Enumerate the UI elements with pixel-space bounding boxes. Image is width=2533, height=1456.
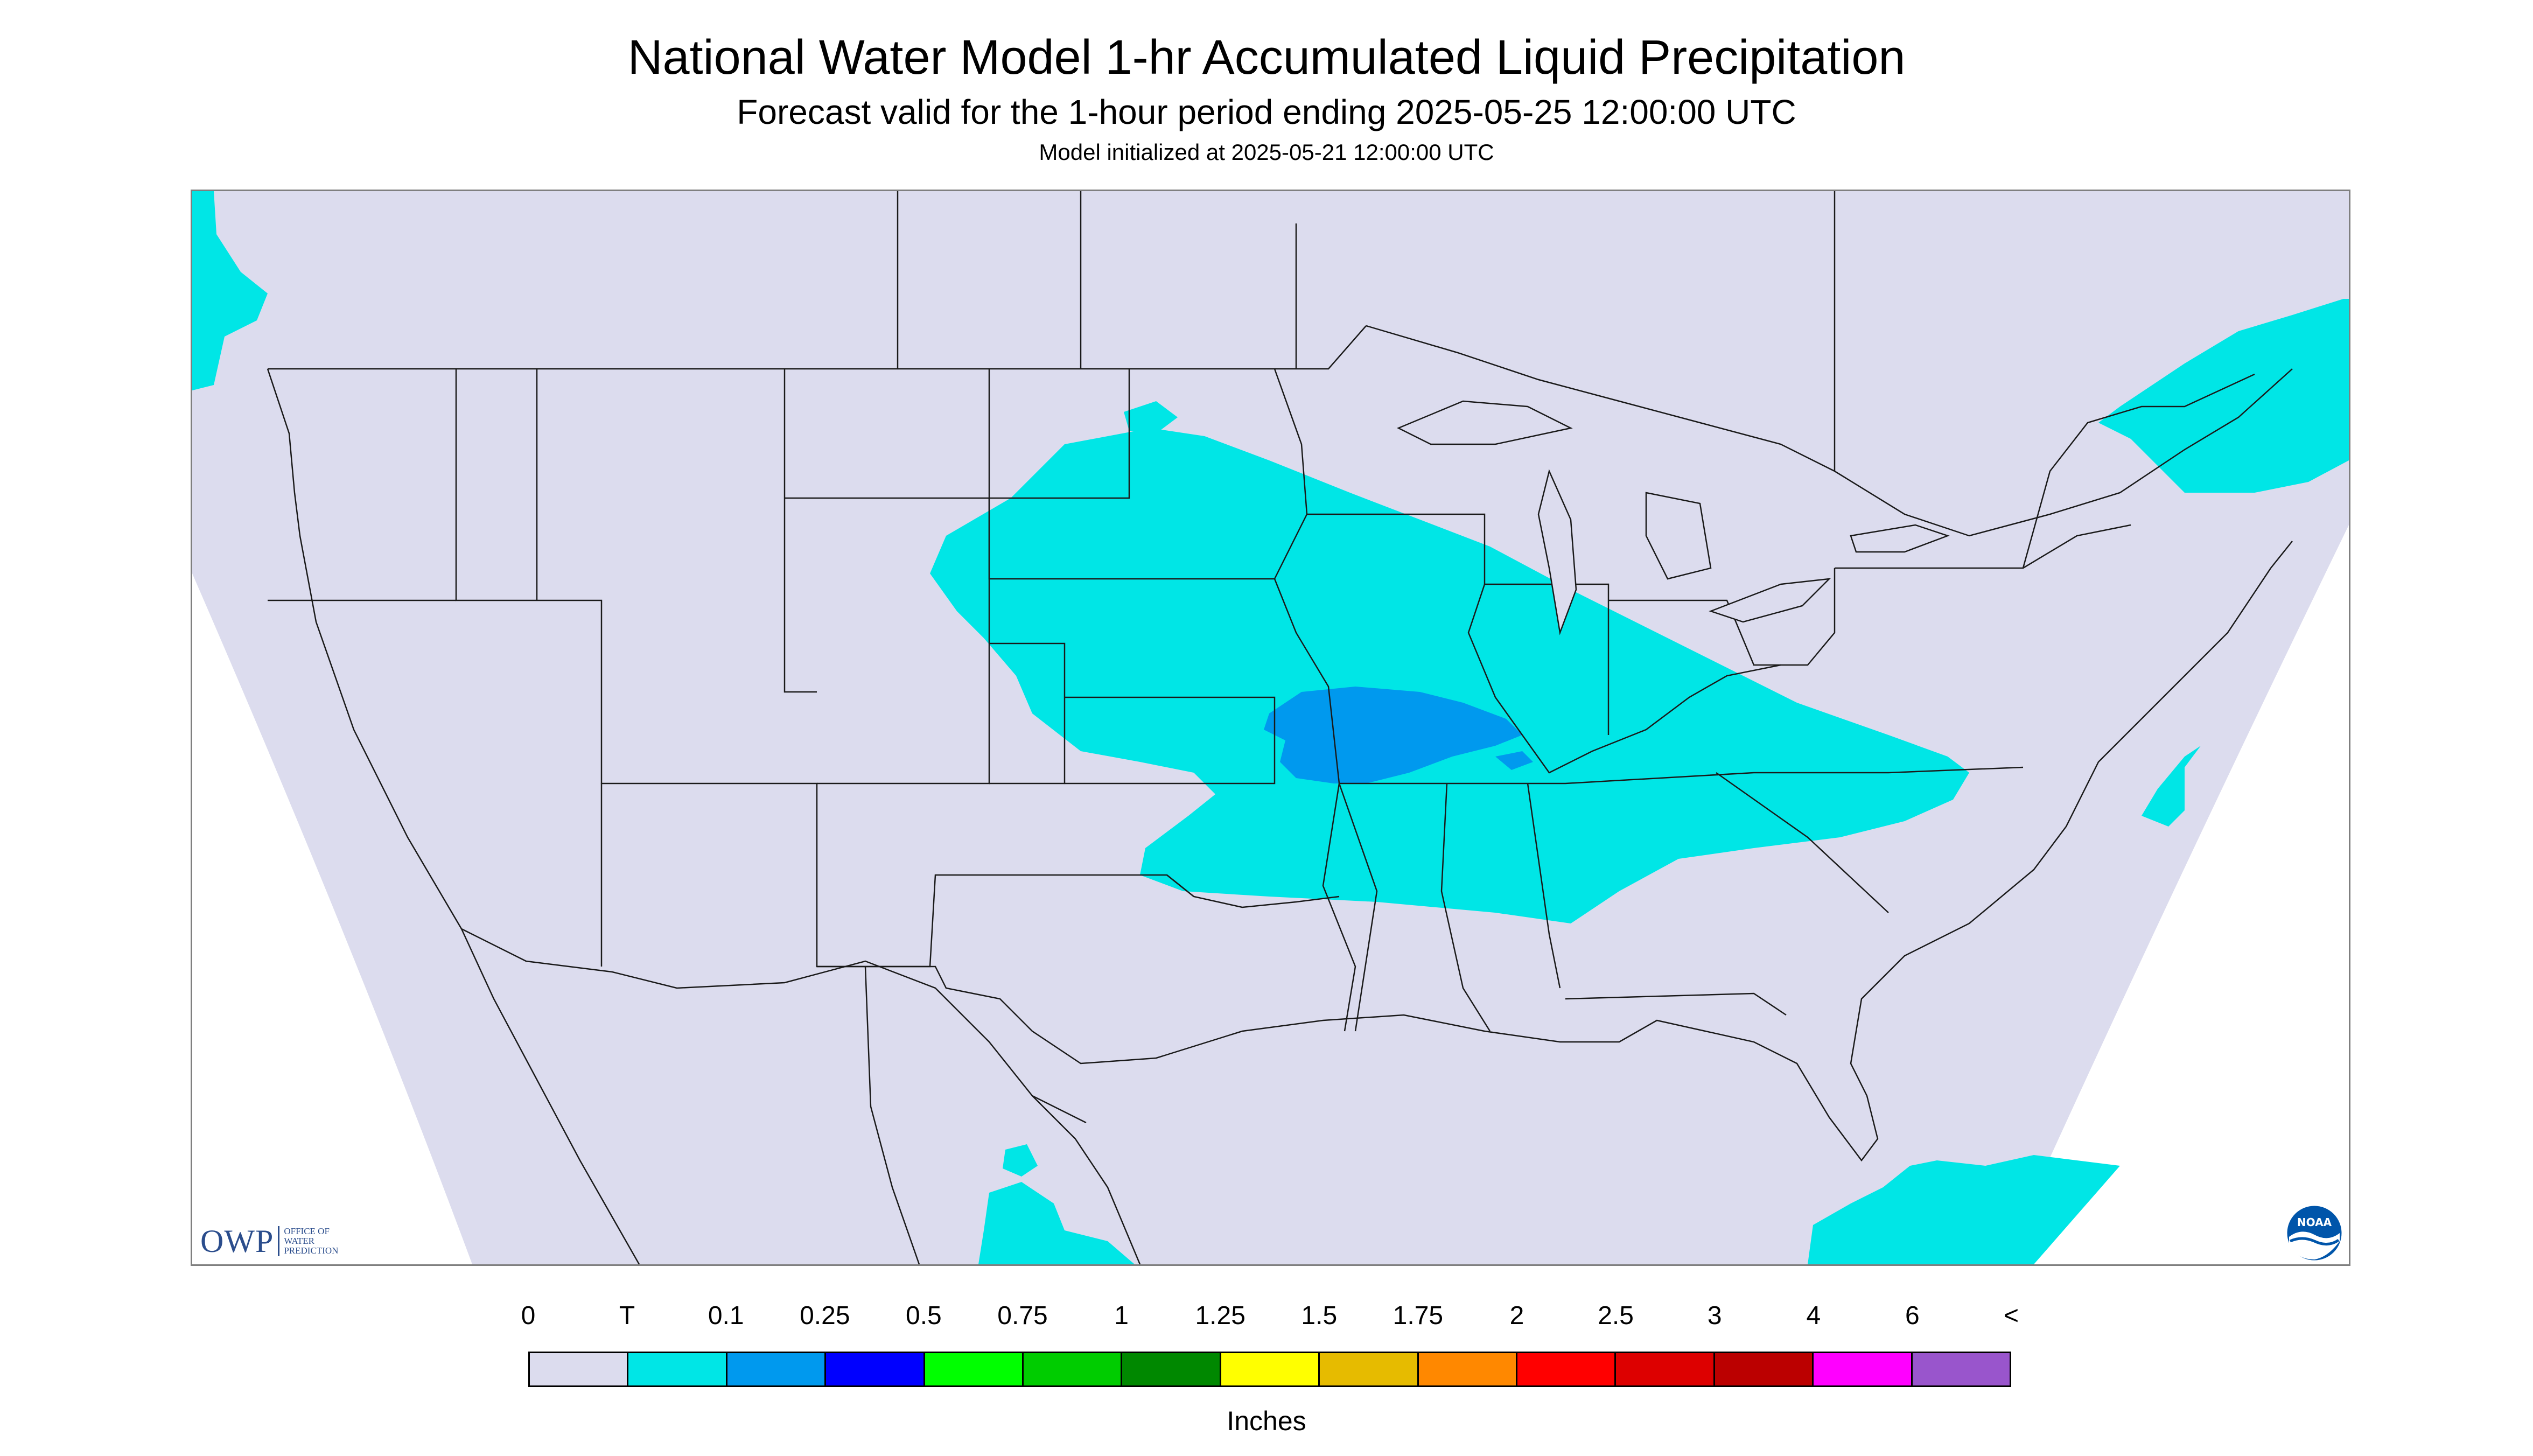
legend-labels: 0 T 0.1 0.25 0.5 0.75 1 1.25 1.5 1.75 2 2.5 3 4 6 < [0, 1303, 2533, 1335]
indiana-border [1485, 583, 1610, 735]
state-boundaries [267, 191, 2293, 1264]
owp-logo-line-1: OFFICE OF [284, 1226, 330, 1236]
precip-area-central-us [930, 428, 1969, 923]
us-canada-border [268, 325, 1367, 370]
dakotas-border [988, 369, 1130, 499]
legend-label: 0.75 [997, 1301, 1048, 1330]
lake-erie [1709, 578, 1831, 623]
great-lakes [1396, 400, 1950, 635]
legend-label: 1.25 [1195, 1301, 1245, 1330]
texas-arkansas-border [1166, 874, 1340, 908]
lake-superior [1396, 400, 1573, 445]
lake-michigan [1537, 469, 1577, 635]
precip-trace-areas [192, 191, 2349, 1264]
legend-label: 1.5 [1301, 1301, 1338, 1330]
legend-label: T [619, 1301, 635, 1330]
outside-domain-left [192, 573, 472, 1264]
legend-label: 1 [1114, 1301, 1129, 1330]
legend-swatch [1715, 1353, 1814, 1385]
owp-logo-text: OFFICE OF WATER PREDICTION [284, 1227, 338, 1256]
lake-ontario [1850, 524, 1950, 553]
louisiana-border [1322, 783, 1356, 1032]
legend-label: 2 [1509, 1301, 1524, 1330]
mississippi-alabama-border [1440, 783, 1491, 1032]
mississippi-border [1274, 368, 1378, 1032]
legend-label: 1.75 [1393, 1301, 1444, 1330]
legend-swatch [727, 1353, 827, 1385]
legend-label: 0.25 [800, 1301, 850, 1330]
precip-area-pacific-northwest [192, 191, 268, 390]
us-east-gulf-coast [455, 369, 2293, 1162]
legend-swatch [1320, 1353, 1419, 1385]
owp-logo-line-2: WATER [284, 1236, 315, 1246]
legend-swatch [530, 1353, 629, 1385]
wyoming-border [783, 369, 817, 693]
great-lakes-border [1366, 325, 2293, 537]
precip-area-illinois-spot [1495, 751, 1533, 770]
precip-area-new-england [2098, 299, 2349, 493]
legend-swatch [1024, 1353, 1123, 1385]
kansas-oklahoma-border [1065, 696, 1276, 785]
map-subtitle: Forecast valid for the 1-hour period end… [737, 93, 1796, 131]
lake-huron [1645, 492, 1712, 580]
tennessee-border [1339, 766, 2024, 785]
iowa-illinois-border [1307, 513, 1781, 774]
legend-swatch [1221, 1353, 1320, 1385]
legend-colorbar [528, 1352, 2011, 1387]
legend-swatch [826, 1353, 925, 1385]
owp-logo-separator [278, 1226, 280, 1256]
pennsylvania-ny-border [1835, 524, 2131, 569]
legend-swatch [1616, 1353, 1715, 1385]
legend-label: 6 [1905, 1301, 1920, 1330]
legend-label: 0 [521, 1301, 536, 1330]
noaa-logo-text: NOAA [2297, 1216, 2332, 1229]
model-init-time: Model initialized at 2025-05-21 12:00:00… [1039, 139, 1494, 165]
mexico-border-2 [1032, 1095, 1141, 1264]
legend-swatch [628, 1353, 727, 1385]
map-frame: NOAA [191, 190, 2350, 1266]
legend-label: 3 [1707, 1301, 1722, 1330]
legend-swatch [925, 1353, 1024, 1385]
precip-area-yucatan [978, 1182, 1135, 1264]
owp-logo-mark: OWP [200, 1223, 274, 1259]
precip-area-gulf-spot [1003, 1144, 1038, 1177]
legend-label: 0.1 [708, 1301, 744, 1330]
legend-label: < [2003, 1301, 2019, 1330]
legend-units: Inches [1227, 1406, 1306, 1436]
legend-swatch [1912, 1353, 2010, 1385]
noaa-logo-icon: NOAA [2285, 1204, 2343, 1262]
carolinas-border [1716, 772, 1889, 913]
mexico-border-1 [864, 966, 920, 1264]
legend-swatch [1122, 1353, 1221, 1385]
sd-nebraska-border [988, 498, 1275, 580]
baja-coast [460, 928, 640, 1264]
kansas-border [989, 642, 1066, 785]
owp-logo: OWP OFFICE OF WATER PREDICTION [200, 1222, 338, 1260]
precip-map [192, 191, 2349, 1264]
legend-label: 2.5 [1598, 1301, 1634, 1330]
new-england-border [2022, 373, 2255, 569]
legend-swatch [1517, 1353, 1617, 1385]
legend-label: 0.5 [906, 1301, 942, 1330]
precip-area-atlantic [2142, 746, 2201, 827]
precip-area-missouri-0.1 [1264, 687, 1522, 783]
ohio-border [1608, 568, 1836, 666]
legend-swatch [1814, 1353, 1913, 1385]
florida-border [1565, 992, 1787, 1016]
legend-swatch [1418, 1353, 1518, 1385]
precip-area-dakota-fringe [1124, 401, 1178, 433]
alabama-georgia-border [1527, 783, 1561, 989]
legend-label: 4 [1806, 1301, 1821, 1330]
precip-area-caribbean [1808, 1155, 2120, 1264]
owp-logo-line-3: PREDICTION [284, 1245, 339, 1256]
outside-domain-right [2002, 525, 2349, 1264]
map-title: National Water Model 1-hr Accumulated Li… [627, 31, 1906, 85]
us-western-southern-border [267, 368, 1087, 1124]
